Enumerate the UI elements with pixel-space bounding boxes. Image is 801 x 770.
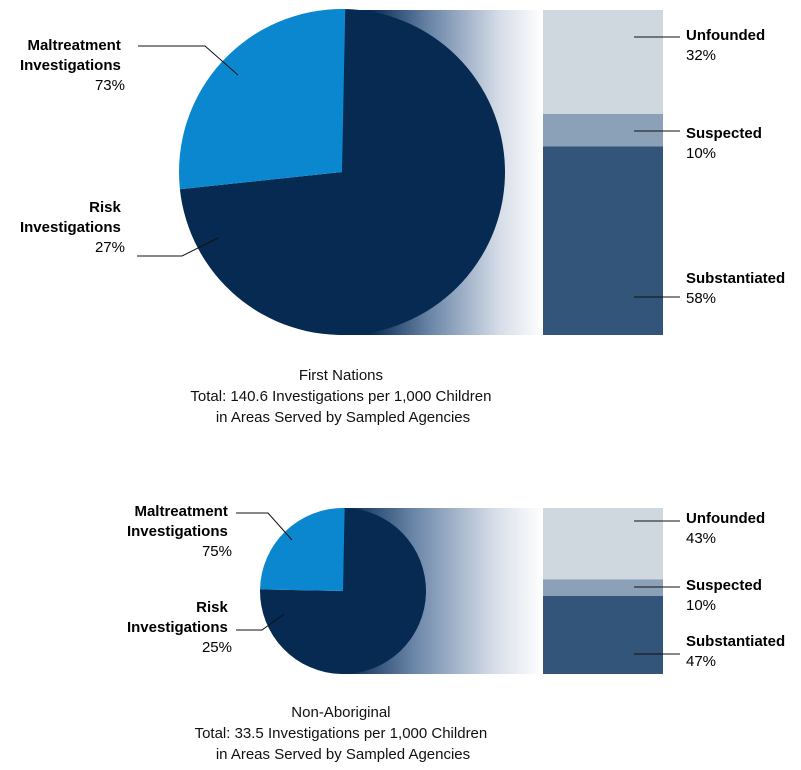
segment-label-suspected: Suspected 10% <box>686 577 766 614</box>
segment-substantiated <box>543 146 663 335</box>
slice-label-line1: Maltreatment <box>27 37 120 54</box>
slice-label-risk: Risk Investigations 27% <box>20 199 125 256</box>
pie-slice-risk <box>179 8 346 190</box>
slice-label-line2: Investigations <box>20 57 121 74</box>
caption-first-nations: First Nations Total: 140.6 Investigation… <box>190 367 495 426</box>
segment-value: 47% <box>686 653 716 670</box>
segment-unfounded <box>543 508 663 580</box>
slice-value-risk: 27% <box>95 239 125 256</box>
stacked-bar-first-nations <box>543 10 663 335</box>
segment-value: 10% <box>686 597 716 614</box>
segment-label-substantiated: Substantiated 47% <box>686 633 789 670</box>
pie-non-aboriginal <box>259 508 427 674</box>
segment-value: 10% <box>686 145 716 162</box>
slice-label-maltreatment: Maltreatment Investigations 75% <box>127 503 232 560</box>
slice-label-risk: Risk Investigations 25% <box>127 599 232 656</box>
pie-slice-maltreatment <box>259 508 427 674</box>
chart-non-aboriginal: Maltreatment Investigations 75% Risk Inv… <box>127 503 789 763</box>
leader-line-maltreatment <box>236 512 293 541</box>
slice-value-risk: 25% <box>202 639 232 656</box>
slice-value-maltreatment: 73% <box>95 77 125 94</box>
slice-label-line2: Investigations <box>127 523 228 540</box>
slice-label-line1: Maltreatment <box>134 503 227 520</box>
leader-line-maltreatment <box>138 45 239 76</box>
pie-slice-risk <box>260 508 345 591</box>
caption-line2: Total: 140.6 Investigations per 1,000 Ch… <box>190 388 491 405</box>
slice-label-maltreatment: Maltreatment Investigations 73% <box>20 37 125 94</box>
slice-label-line2: Investigations <box>20 219 121 236</box>
slice-label-line2: Investigations <box>127 619 228 636</box>
segment-name: Substantiated <box>686 270 785 287</box>
segment-substantiated <box>543 595 663 674</box>
chart-first-nations: Maltreatment Investigations 73% Risk Inv… <box>20 8 789 426</box>
pie-slice-maltreatment <box>179 9 505 336</box>
leader-line-risk <box>137 237 219 257</box>
segment-label-unfounded: Unfounded 43% <box>686 510 769 547</box>
caption-line1: First Nations <box>299 367 383 384</box>
pie-first-nations <box>179 8 505 336</box>
segment-suspected <box>543 114 663 147</box>
segment-name: Suspected <box>686 577 762 594</box>
segment-unfounded <box>543 10 663 114</box>
caption-line1: Non-Aboriginal <box>291 704 390 721</box>
caption-line3: in Areas Served by Sampled Agencies <box>216 746 470 763</box>
segment-value: 43% <box>686 530 716 547</box>
leader-line-risk <box>236 613 285 631</box>
segment-suspected <box>543 579 663 596</box>
segment-label-suspected: Suspected 10% <box>686 125 766 162</box>
segment-name: Unfounded <box>686 27 765 44</box>
segment-label-substantiated: Substantiated 58% <box>686 270 789 307</box>
segment-value: 58% <box>686 290 716 307</box>
caption-line3: in Areas Served by Sampled Agencies <box>216 409 470 426</box>
stacked-bar-non-aboriginal <box>543 508 663 674</box>
segment-name: Substantiated <box>686 633 785 650</box>
segment-name: Unfounded <box>686 510 765 527</box>
slice-label-line1: Risk <box>196 599 228 616</box>
slice-label-line1: Risk <box>89 199 121 216</box>
segment-label-unfounded: Unfounded 32% <box>686 27 769 64</box>
slice-value-maltreatment: 75% <box>202 543 232 560</box>
caption-non-aboriginal: Non-Aboriginal Total: 33.5 Investigation… <box>195 704 492 763</box>
caption-line2: Total: 33.5 Investigations per 1,000 Chi… <box>195 725 488 742</box>
segment-value: 32% <box>686 47 716 64</box>
segment-name: Suspected <box>686 125 762 142</box>
